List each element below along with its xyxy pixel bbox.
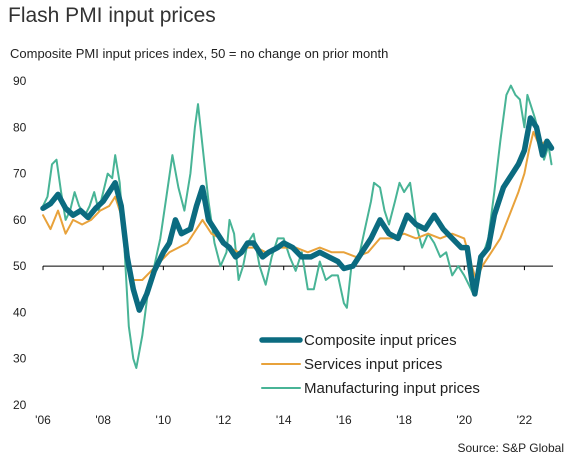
x-tick-label: '12: [216, 413, 232, 427]
chart-subtitle: Composite PMI input prices index, 50 = n…: [10, 46, 389, 61]
y-tick-label: 60: [13, 213, 27, 227]
legend-label: Manufacturing input prices: [304, 380, 480, 397]
chart-title: Flash PMI input prices: [8, 4, 216, 27]
y-tick-label: 70: [13, 167, 27, 181]
y-tick-label: 30: [13, 352, 27, 366]
y-axis-ticks: 20 30 40 50 60 70 80 90: [13, 74, 27, 412]
legend: Composite input prices Services input pri…: [259, 332, 480, 397]
series-line-manufacturing-input-prices: [42, 84, 553, 369]
legend-label: Composite input prices: [304, 332, 457, 349]
x-axis-ticks: '06 '08 '10 '12 '14 '16 '18 '20 '22: [35, 266, 533, 427]
x-tick-label: '08: [95, 413, 111, 427]
x-tick-label: '16: [336, 413, 352, 427]
y-tick-label: 90: [13, 74, 27, 88]
x-tick-label: '14: [276, 413, 292, 427]
y-tick-label: 40: [13, 305, 27, 319]
x-tick-label: '18: [396, 413, 412, 427]
chart-source: Source: S&P Global: [457, 441, 564, 455]
x-tick-label: '10: [156, 413, 172, 427]
x-tick-label: '06: [35, 413, 51, 427]
y-tick-label: 80: [13, 120, 27, 134]
x-tick-label: '22: [517, 413, 533, 427]
series-line-composite-input-prices: [40, 115, 555, 313]
y-tick-label: 20: [13, 398, 27, 412]
legend-label: Services input prices: [304, 356, 442, 373]
x-tick-label: '20: [456, 413, 472, 427]
series-layer: [40, 84, 555, 369]
y-tick-label: 50: [13, 259, 27, 273]
